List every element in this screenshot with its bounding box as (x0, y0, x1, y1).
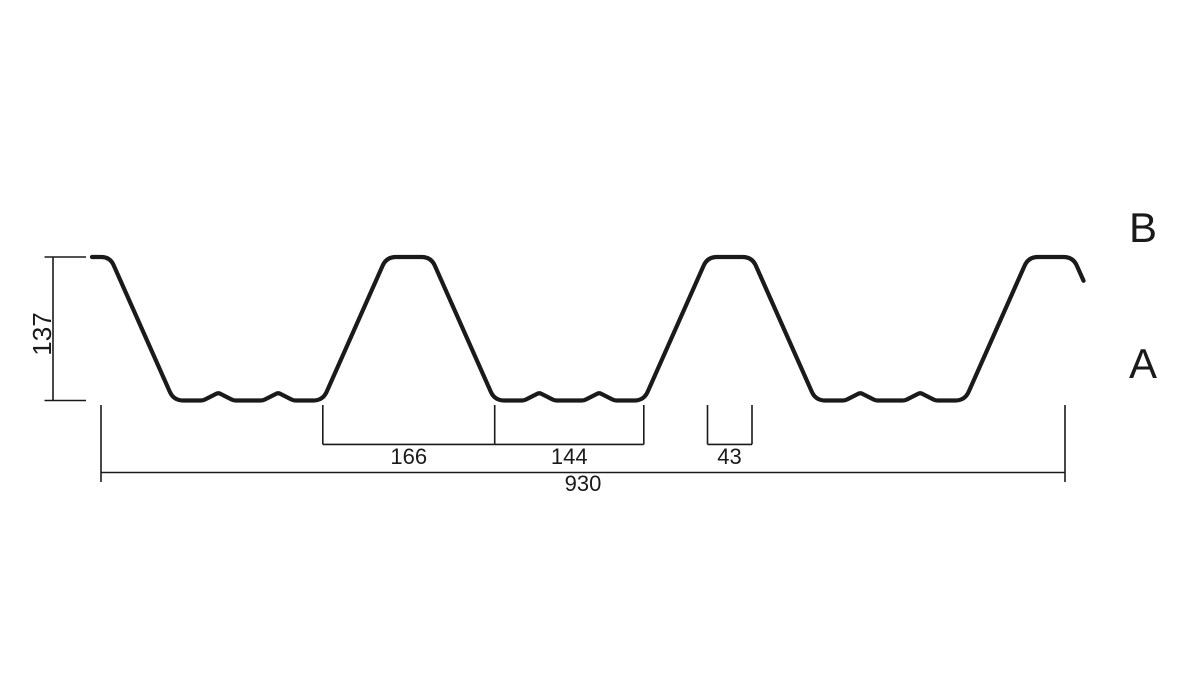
svg-text:B: B (1129, 204, 1157, 251)
svg-text:137: 137 (27, 312, 57, 355)
svg-text:43: 43 (717, 444, 741, 469)
svg-text:930: 930 (565, 471, 602, 496)
svg-text:A: A (1129, 340, 1157, 387)
svg-text:144: 144 (551, 444, 588, 469)
svg-text:166: 166 (390, 444, 427, 469)
